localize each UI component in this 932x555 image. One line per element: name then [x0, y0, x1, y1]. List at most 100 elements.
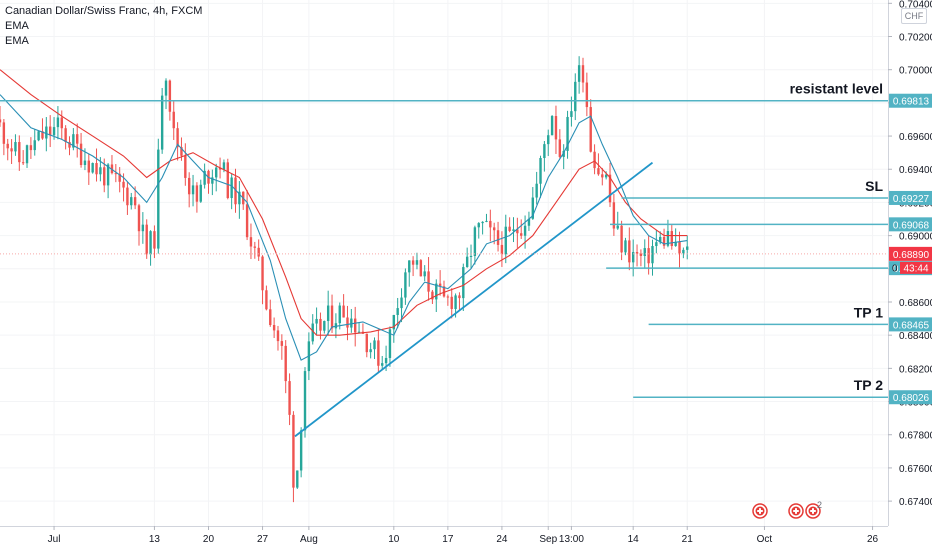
- candle-body: [469, 255, 473, 257]
- time-tick-label: 24: [496, 534, 508, 545]
- candle-body: [234, 177, 237, 205]
- candle-body: [686, 246, 689, 250]
- candle-body: [489, 220, 492, 228]
- time-tick-label: 13:00: [559, 534, 584, 545]
- candle-body: [319, 318, 322, 331]
- candle-body: [83, 160, 87, 166]
- time-tick-label: Aug: [300, 534, 318, 545]
- price-tick-label: 0.68600: [899, 298, 932, 309]
- candle-body: [369, 349, 372, 353]
- candle-body: [218, 167, 222, 170]
- candle-body: [628, 240, 631, 263]
- candle-body: [284, 345, 287, 382]
- level-price-tag-text: 0.68465: [893, 320, 930, 331]
- candle-body: [373, 340, 376, 350]
- candle-body: [160, 95, 164, 150]
- level-price-tag: [889, 390, 932, 405]
- candle-body: [408, 260, 411, 273]
- candle-body: [520, 233, 523, 236]
- level-annotation-label: TP 2: [854, 377, 884, 393]
- candle-body: [647, 248, 650, 264]
- candle-body: [342, 305, 345, 318]
- level-price-tag-text: 0.69227: [893, 194, 930, 205]
- candle-body: [438, 283, 442, 287]
- indicator-ema-2[interactable]: EMA: [5, 35, 29, 47]
- candle-body: [388, 329, 392, 358]
- time-axis[interactable]: Jul 13 20 27 Aug 10 17 24 Sep 13:00 14 21 Oct 26: [0, 526, 888, 545]
- candle-body: [566, 116, 569, 151]
- candle-body: [29, 145, 33, 151]
- price-tick-label: 0.68400: [899, 331, 932, 342]
- candle-body: [168, 80, 172, 112]
- candle-body: [326, 305, 330, 322]
- candle-body: [226, 162, 229, 199]
- time-tick-label: 20: [203, 534, 215, 545]
- event-marker-icon[interactable]: [805, 503, 821, 519]
- candle-body: [496, 230, 500, 245]
- time-tick-label: Jul: [48, 534, 61, 545]
- candle-body: [238, 191, 241, 205]
- price-tick-label: 0.67600: [899, 464, 932, 475]
- ema-fast-line: [0, 94, 688, 361]
- candle-body: [330, 305, 334, 329]
- price-tick-label: 0.69000: [899, 232, 932, 243]
- candle-body: [99, 167, 102, 175]
- price-tick-label: 0.68200: [899, 364, 932, 375]
- candle-body: [651, 246, 654, 264]
- candle-body: [400, 297, 403, 309]
- candle-body: [195, 185, 199, 202]
- candle-body: [562, 150, 565, 157]
- candle-body: [639, 253, 643, 256]
- candle-body: [141, 224, 145, 232]
- candle-body: [172, 111, 175, 129]
- candle-body: [130, 197, 133, 206]
- candle-body: [643, 248, 646, 256]
- level-price-tag-text: 0.69068: [893, 220, 930, 231]
- level-price-tag: [889, 317, 932, 332]
- candle-body: [435, 283, 438, 300]
- candle-body: [45, 126, 48, 139]
- candle-body: [508, 226, 511, 231]
- candle-body: [106, 164, 110, 186]
- candle-body: [512, 229, 515, 231]
- candle-body: [446, 296, 450, 298]
- candle-body: [593, 151, 596, 169]
- candle-body: [601, 174, 604, 178]
- candle-body: [670, 231, 673, 247]
- ema-lines: [0, 69, 688, 361]
- event-marker-count: 2: [817, 500, 823, 510]
- price-tick-label: 0.69600: [899, 132, 932, 143]
- candle-body: [674, 241, 677, 247]
- candle-body: [581, 65, 585, 83]
- indicator-ema-1[interactable]: EMA: [5, 20, 29, 32]
- candle-body: [296, 470, 299, 488]
- candle-body: [280, 341, 284, 346]
- grid-lines: [0, 0, 888, 526]
- candle-body: [431, 291, 434, 300]
- legend: Canadian Dollar/Swiss Franc, 4h, FXCM EM…: [5, 4, 202, 49]
- currency-badge[interactable]: CHF: [901, 8, 927, 24]
- candle-body: [550, 116, 554, 136]
- candle-body: [531, 197, 534, 219]
- candle-body: [95, 163, 98, 175]
- candle-body: [199, 184, 202, 202]
- candle-body: [272, 325, 276, 331]
- chart-title[interactable]: Canadian Dollar/Swiss Franc, 4h, FXCM: [5, 5, 203, 17]
- candle-body: [245, 204, 249, 238]
- candle-body: [547, 135, 550, 145]
- candle-body: [527, 218, 531, 226]
- candle-body: [203, 170, 206, 185]
- level-price-tag-text: 0.68026: [893, 393, 930, 404]
- candle-body: [114, 173, 118, 175]
- candle-body: [64, 128, 67, 142]
- candle-body: [2, 122, 6, 144]
- event-marker-icon[interactable]: [752, 503, 768, 519]
- candle-body: [25, 145, 29, 164]
- candle-body: [145, 224, 148, 255]
- event-marker-icon[interactable]: [788, 503, 804, 519]
- candle-body: [72, 134, 75, 148]
- candle-body: [18, 142, 21, 163]
- candle-body: [635, 252, 639, 254]
